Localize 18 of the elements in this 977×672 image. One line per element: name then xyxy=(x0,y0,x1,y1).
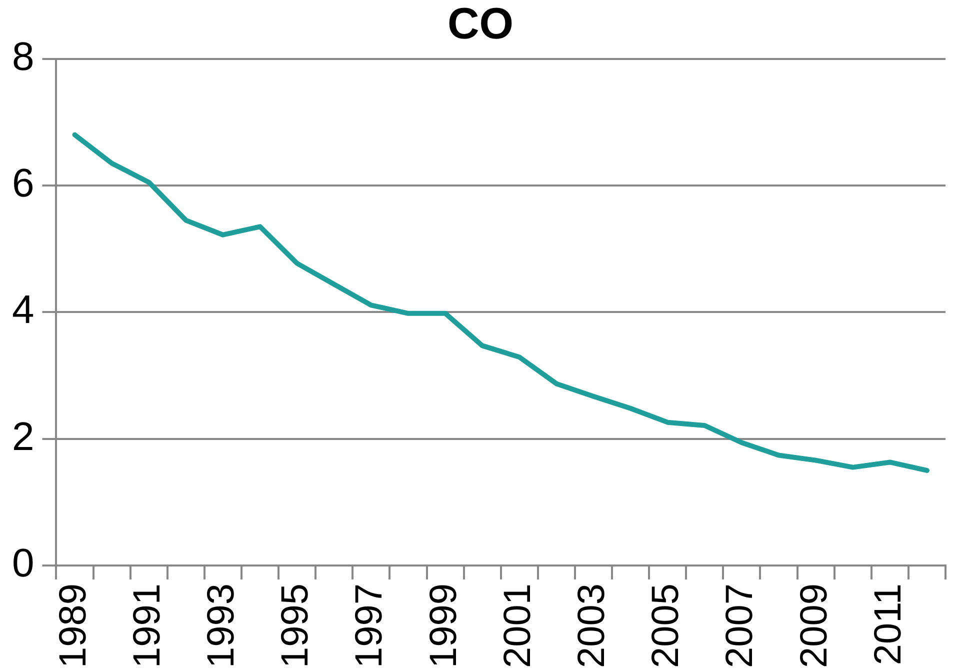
x-tick-label: 1989 xyxy=(52,583,94,668)
x-tick-label: 2007 xyxy=(719,583,762,668)
x-tick-label: 1995 xyxy=(274,583,317,668)
x-tick-label: 2003 xyxy=(570,583,613,668)
y-tick-label: 6 xyxy=(12,161,34,206)
x-tick-label: 1993 xyxy=(200,583,242,668)
x-tick-label: 2011 xyxy=(867,583,910,666)
y-tick-label: 4 xyxy=(12,288,34,332)
x-tick-label: 2001 xyxy=(496,583,539,668)
x-tick-label: 1997 xyxy=(348,583,391,668)
x-tick-label: 2009 xyxy=(793,583,836,668)
y-tick-label: 2 xyxy=(12,414,34,459)
x-tick-label: 1991 xyxy=(126,583,168,668)
y-tick-label: 0 xyxy=(12,541,34,586)
y-tick-label: 8 xyxy=(12,34,34,79)
chart-title: CO xyxy=(448,0,514,49)
x-tick-label: 1999 xyxy=(422,583,465,668)
x-tick-label: 2005 xyxy=(645,583,688,668)
